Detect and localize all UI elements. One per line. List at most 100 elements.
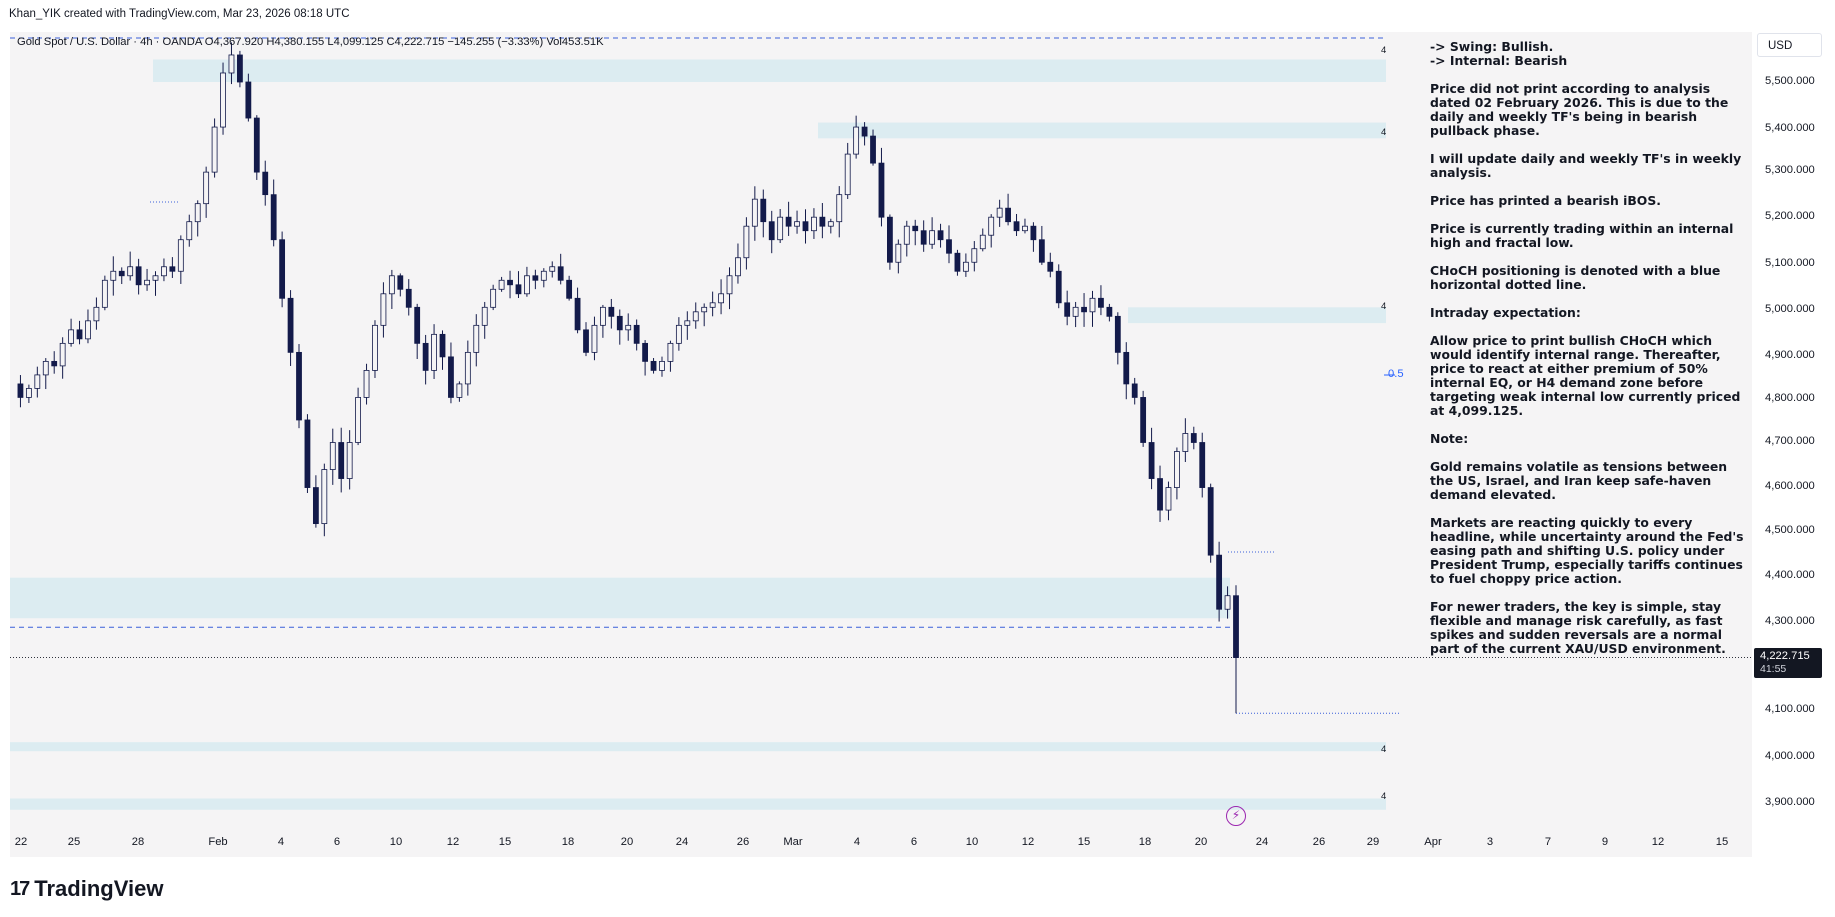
candle-body [270, 194, 277, 241]
candle-body [1081, 306, 1087, 313]
candle-body [768, 221, 775, 241]
candle-body [355, 397, 361, 443]
ohlc-change: −145.255 (−3.33%) [447, 36, 544, 48]
candle-body [1030, 225, 1037, 241]
candle-body [1207, 487, 1214, 556]
time-tick-label: 15 [1715, 836, 1729, 848]
candle-body [515, 284, 522, 295]
candle-body [194, 203, 201, 223]
tradingview-logo[interactable]: 17 TradingView [10, 876, 163, 902]
candle-body [785, 216, 792, 227]
candle-body [228, 54, 235, 74]
price-axis[interactable] [1752, 32, 1835, 857]
currency-button[interactable]: USD [1757, 33, 1822, 57]
candle-body [608, 306, 615, 317]
note-paragraph: Price has printed a bearish iBOS. [1430, 193, 1661, 208]
candle-body [912, 225, 919, 232]
note-paragraph: Gold remains volatile as tensions betwee… [1430, 459, 1728, 502]
price-tick-label: 5,000.000 [1765, 303, 1815, 315]
tradingview-brand: TradingView [34, 876, 164, 901]
candle-body [76, 329, 83, 340]
candle-body [794, 221, 800, 227]
price-tick-label: 4,700.000 [1765, 435, 1815, 447]
candle-body [988, 216, 995, 236]
candle-body [93, 306, 100, 322]
candle-body [253, 117, 260, 173]
candle-body [583, 329, 589, 353]
time-tick-label: 12 [1651, 836, 1665, 848]
candle-body [1157, 478, 1163, 511]
candle-body [363, 369, 370, 398]
candle-body [650, 360, 657, 371]
candle-body [853, 126, 860, 155]
candle-body [161, 266, 167, 277]
time-tick-label: 20 [620, 836, 634, 848]
candle-body [1148, 442, 1155, 479]
current-price-badge: 4,222.715 41:55 [1754, 648, 1822, 678]
candle-body [1089, 297, 1096, 313]
candle-body [1174, 451, 1180, 488]
time-tick-label: 29 [1366, 836, 1380, 848]
time-tick-label: 24 [675, 836, 689, 848]
candle-body [1190, 433, 1197, 443]
time-tick-label: Feb [208, 836, 228, 848]
candle-body [262, 171, 269, 196]
zone-timeframe-label: 4 [1381, 301, 1387, 312]
price-tick-label: 4,500.000 [1765, 524, 1815, 536]
price-tick-label: 5,100.000 [1765, 257, 1815, 269]
candle-body [490, 288, 497, 308]
candle-body [1013, 221, 1020, 232]
candle-body [372, 324, 378, 371]
zone-timeframe-label: 4 [1381, 791, 1387, 802]
candle-body [802, 221, 809, 232]
zone-timeframe-label: 4 [1381, 127, 1387, 138]
candle-body [819, 216, 826, 227]
swing-note: -> Swing: Bullish. [1430, 39, 1554, 54]
lightning-event-icon[interactable]: ⚡ [1226, 806, 1246, 826]
candle-body [279, 239, 286, 299]
candle-body [1224, 595, 1231, 610]
note-paragraph: I will update daily and weekly TF's in w… [1430, 151, 1742, 180]
candle-body [1038, 239, 1045, 263]
price-tick-label: 3,900.000 [1765, 796, 1815, 808]
candle-body [237, 54, 243, 83]
time-tick-label: 12 [1021, 836, 1035, 848]
tradingview-logo-icon: 17 [10, 877, 30, 900]
demand-zone [10, 577, 1230, 619]
price-tick-label: 4,900.000 [1765, 349, 1815, 361]
note-paragraph: Intraday expectation: [1430, 305, 1581, 320]
ohlc-high: H4,380.155 [266, 36, 325, 48]
candle-body [34, 374, 41, 389]
candle-body [920, 230, 927, 245]
candle-body [346, 442, 353, 479]
time-tick-label: 6 [333, 836, 341, 848]
note-paragraph: Price did not print according to analysi… [1430, 81, 1729, 138]
note-paragraph: Allow price to print bullish CHoCH which… [1430, 333, 1741, 418]
candle-body [616, 315, 623, 331]
candle-body [996, 207, 1003, 218]
candle-body [1140, 397, 1147, 443]
header-bar: Khan_YIK created with TradingView.com, M… [0, 0, 1835, 30]
candle-body [405, 288, 412, 308]
price-tick-label: 4,400.000 [1765, 569, 1815, 581]
candle-body [895, 243, 902, 263]
candle-body [1072, 306, 1079, 317]
candle-body [566, 279, 573, 299]
note-paragraph: Note: [1430, 431, 1469, 446]
time-tick-label: 4 [853, 836, 861, 848]
candle-body [667, 342, 674, 362]
candle-body [68, 329, 74, 344]
price-tick-label: 4,300.000 [1765, 615, 1815, 627]
time-tick-label: 10 [965, 836, 979, 848]
candle-body [971, 248, 978, 263]
candle-body [532, 275, 539, 281]
candle-body [929, 230, 936, 245]
candle-body [870, 135, 876, 164]
time-tick-label: 9 [1601, 836, 1609, 848]
candle-body [177, 239, 184, 272]
candle-body [101, 279, 108, 308]
candle-body [388, 275, 395, 295]
demand-zone [153, 59, 1386, 82]
symbol-name[interactable]: Gold Spot / U.S. Dollar · 4h · OANDA [17, 36, 202, 48]
